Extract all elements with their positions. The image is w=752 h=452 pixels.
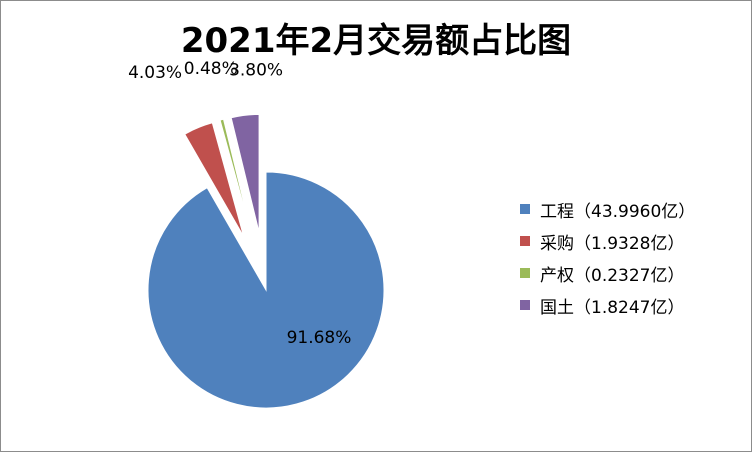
- data-label-4: 3.80%: [229, 60, 283, 80]
- legend: 工程（43.9960亿） 采购（1.9328亿） 产权（0.2327亿） 国土（1.8…: [520, 193, 695, 321]
- legend-label-2: 采购（1.9328亿）: [540, 233, 685, 254]
- pie-slice-4: [230, 113, 260, 233]
- legend-item-4: 国土（1.8247亿）: [520, 289, 695, 321]
- legend-swatch-4: [520, 300, 530, 310]
- data-label-1: 91.68%: [287, 328, 352, 348]
- pie-slice-3: [219, 118, 252, 234]
- pie-slice-1: [147, 171, 385, 409]
- legend-label-1: 工程（43.9960亿）: [540, 201, 696, 222]
- legend-item-1: 工程（43.9960亿）: [520, 193, 695, 225]
- data-label-3: 0.48%: [184, 59, 238, 79]
- legend-label-4: 国土（1.8247亿）: [540, 297, 685, 318]
- pie-slice-2: [184, 122, 245, 237]
- chart-title: 2021年2月交易额占比图: [180, 21, 572, 61]
- legend-swatch-3: [520, 268, 530, 278]
- legend-label-3: 产权（0.2327亿）: [540, 265, 685, 286]
- legend-item-2: 采购（1.9328亿）: [520, 225, 695, 257]
- legend-item-3: 产权（0.2327亿）: [520, 257, 695, 289]
- legend-swatch-1: [520, 204, 530, 214]
- legend-swatch-2: [520, 236, 530, 246]
- data-label-2: 4.03%: [128, 63, 182, 83]
